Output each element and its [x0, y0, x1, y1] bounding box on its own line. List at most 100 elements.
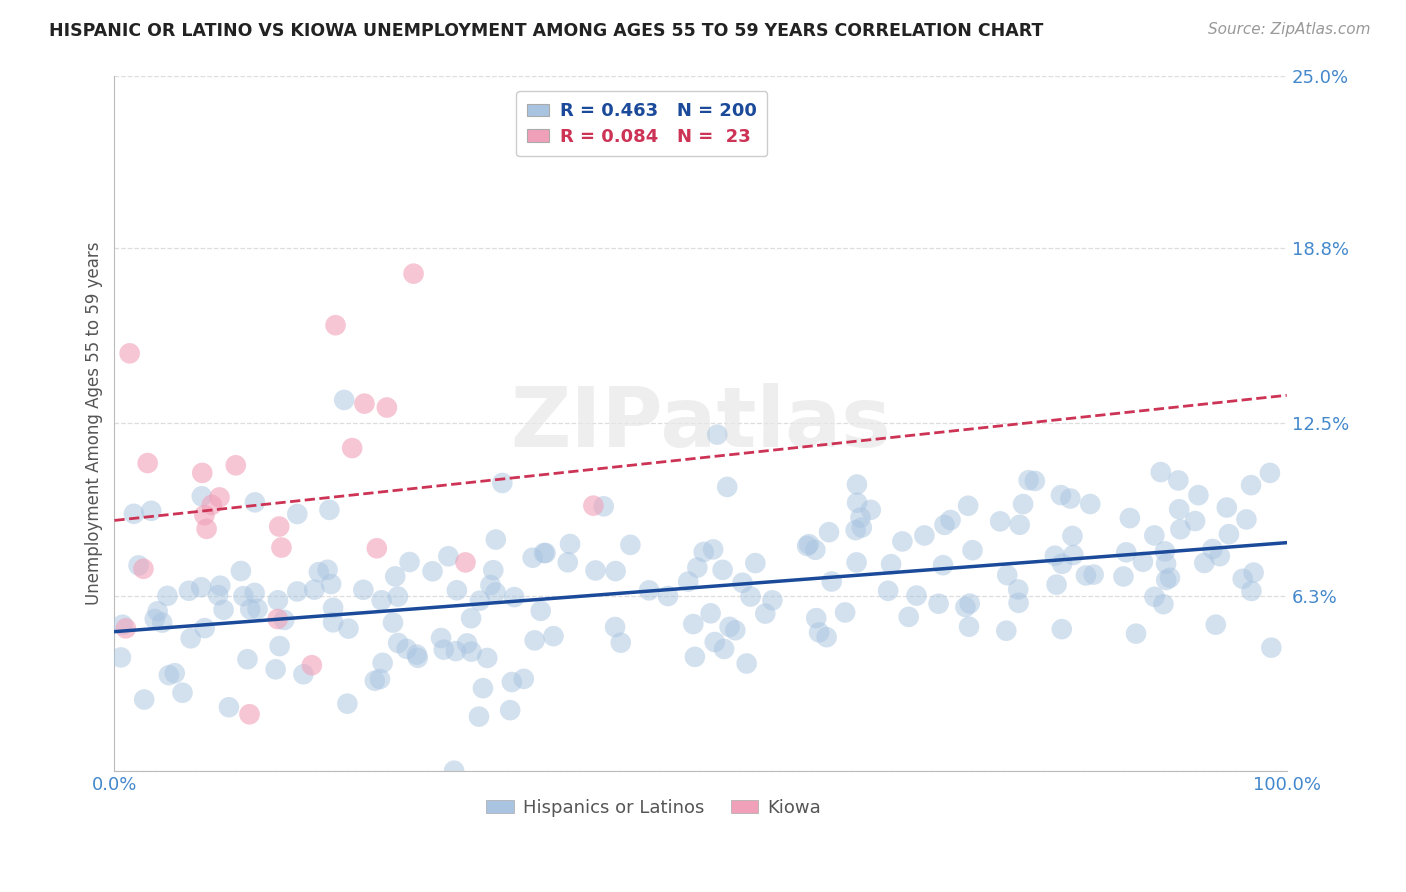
Point [267, 593, 290, 607]
Point [364, 673, 387, 688]
Point [543, 629, 565, 643]
Point [1050, 622, 1073, 636]
Point [682, 617, 704, 632]
Point [157, 668, 180, 682]
Point [1201, 541, 1223, 556]
Point [318, 503, 340, 517]
Point [454, 556, 477, 570]
Point [172, 686, 194, 700]
Point [1115, 545, 1137, 559]
Point [163, 666, 186, 681]
Point [988, 514, 1011, 528]
Point [716, 480, 738, 494]
Point [485, 585, 508, 599]
Point [236, 652, 259, 666]
Point [333, 392, 356, 407]
Point [1043, 549, 1066, 563]
Point [292, 667, 315, 681]
Point [534, 546, 557, 560]
Point [957, 499, 980, 513]
Point [482, 563, 505, 577]
Point [322, 600, 344, 615]
Point [1216, 500, 1239, 515]
Point [1170, 522, 1192, 536]
Point [851, 520, 873, 534]
Point [706, 427, 728, 442]
Point [143, 612, 166, 626]
Point [897, 610, 920, 624]
Point [316, 563, 339, 577]
Point [1159, 571, 1181, 585]
Point [285, 507, 308, 521]
Point [229, 564, 252, 578]
Point [995, 568, 1018, 582]
Point [718, 620, 741, 634]
Point [619, 538, 641, 552]
Point [1050, 557, 1073, 571]
Point [585, 564, 607, 578]
Point [468, 709, 491, 723]
Point [638, 583, 661, 598]
Point [1236, 512, 1258, 526]
Point [1260, 640, 1282, 655]
Point [815, 630, 838, 644]
Point [195, 522, 218, 536]
Point [1243, 566, 1265, 580]
Point [754, 607, 776, 621]
Point [1154, 573, 1177, 587]
Point [468, 593, 491, 607]
Point [243, 495, 266, 509]
Point [150, 615, 173, 630]
Point [1167, 474, 1189, 488]
Point [285, 584, 308, 599]
Point [657, 589, 679, 603]
Point [932, 558, 955, 573]
Point [1059, 491, 1081, 506]
Point [703, 635, 725, 649]
Point [818, 525, 841, 540]
Point [962, 543, 984, 558]
Point [735, 657, 758, 671]
Text: Source: ZipAtlas.com: Source: ZipAtlas.com [1208, 22, 1371, 37]
Point [477, 651, 499, 665]
Point [880, 557, 903, 571]
Point [209, 579, 232, 593]
Point [1209, 549, 1232, 564]
Point [430, 631, 453, 645]
Point [1062, 529, 1084, 543]
Point [821, 574, 844, 589]
Point [1232, 572, 1254, 586]
Point [1012, 497, 1035, 511]
Point [134, 692, 156, 706]
Point [1194, 556, 1216, 570]
Point [232, 589, 254, 603]
Point [456, 636, 478, 650]
Point [122, 507, 145, 521]
Point [702, 542, 724, 557]
Point [238, 707, 260, 722]
Point [1258, 466, 1281, 480]
Point [485, 533, 508, 547]
Point [384, 569, 406, 583]
Point [110, 650, 132, 665]
Point [530, 604, 553, 618]
Point [325, 318, 347, 333]
Point [533, 546, 555, 560]
Point [321, 577, 343, 591]
Point [201, 498, 224, 512]
Point [1240, 478, 1263, 492]
Point [491, 475, 513, 490]
Point [522, 550, 544, 565]
Point [368, 672, 391, 686]
Point [1008, 517, 1031, 532]
Point [558, 537, 581, 551]
Point [1240, 584, 1263, 599]
Point [959, 597, 981, 611]
Point [859, 503, 882, 517]
Point [796, 539, 818, 553]
Point [193, 508, 215, 523]
Point [156, 589, 179, 603]
Point [1062, 548, 1084, 562]
Point [523, 633, 546, 648]
Point [207, 588, 229, 602]
